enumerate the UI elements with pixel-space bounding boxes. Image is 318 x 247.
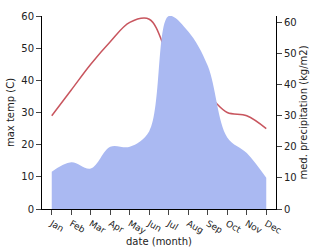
svg-text:10: 10 xyxy=(284,172,297,183)
svg-text:20: 20 xyxy=(21,139,34,150)
svg-text:0: 0 xyxy=(284,204,290,215)
svg-text:date (month): date (month) xyxy=(126,236,192,247)
svg-text:Sep: Sep xyxy=(205,218,225,235)
svg-text:Dec: Dec xyxy=(263,218,283,235)
svg-text:max temp (C): max temp (C) xyxy=(5,78,16,147)
svg-text:Mar: Mar xyxy=(88,218,108,235)
svg-text:Apr: Apr xyxy=(107,218,126,235)
svg-text:30: 30 xyxy=(21,107,34,118)
svg-text:10: 10 xyxy=(21,171,34,182)
svg-text:Feb: Feb xyxy=(68,218,87,235)
svg-text:40: 40 xyxy=(21,75,34,86)
svg-text:Aug: Aug xyxy=(185,218,205,235)
svg-text:Jan: Jan xyxy=(48,218,66,234)
svg-text:50: 50 xyxy=(284,48,297,59)
svg-text:May: May xyxy=(127,218,149,236)
svg-text:20: 20 xyxy=(284,141,297,152)
svg-text:30: 30 xyxy=(284,110,297,121)
svg-text:60: 60 xyxy=(21,11,34,22)
svg-text:0: 0 xyxy=(28,204,34,215)
svg-text:Nov: Nov xyxy=(244,218,265,236)
svg-text:Jun: Jun xyxy=(145,218,163,234)
svg-text:Jul: Jul xyxy=(165,218,180,233)
svg-text:Oct: Oct xyxy=(224,218,243,235)
svg-text:med. precipitation (kg/m2): med. precipitation (kg/m2) xyxy=(298,45,309,179)
svg-text:60: 60 xyxy=(284,17,297,28)
svg-text:50: 50 xyxy=(21,43,34,54)
svg-text:40: 40 xyxy=(284,79,297,90)
